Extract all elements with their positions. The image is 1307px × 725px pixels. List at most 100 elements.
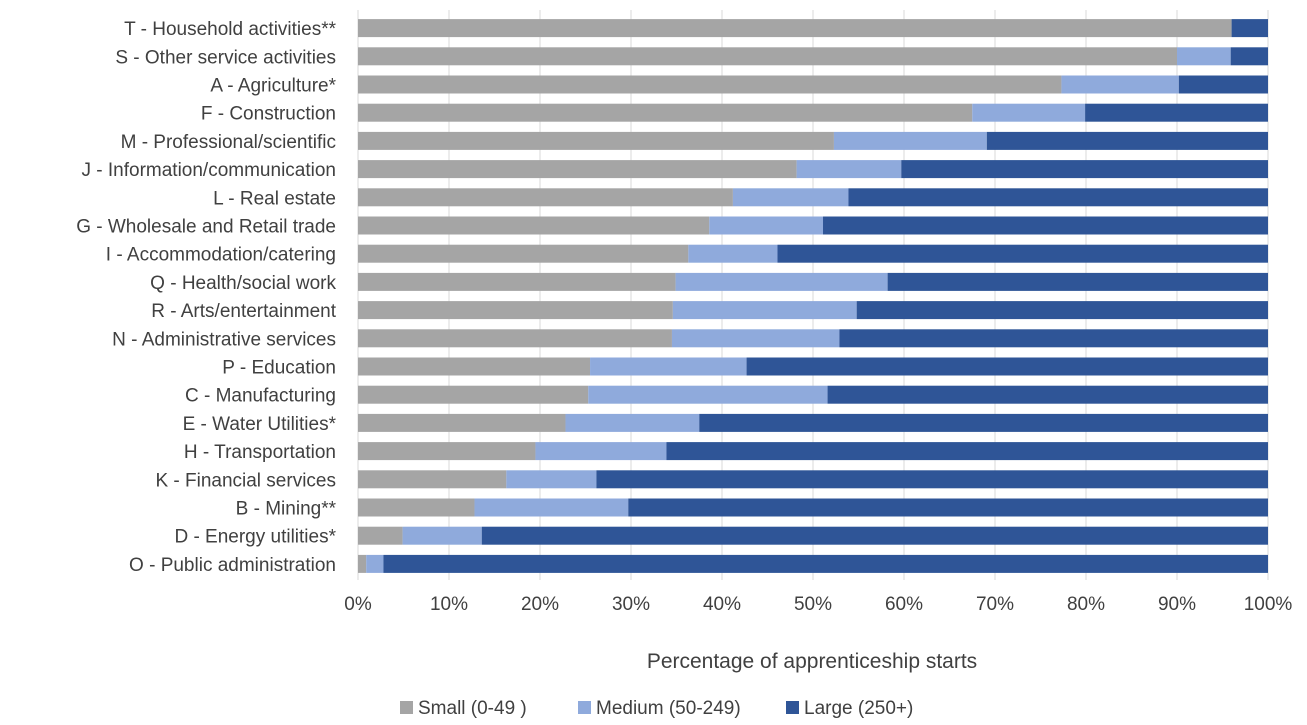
bar-segment-small — [358, 329, 672, 348]
x-tick-label: 60% — [885, 594, 923, 615]
bar-segment-small — [358, 413, 566, 432]
legend-label: Small (0-49 ) — [418, 698, 527, 719]
x-tick-label: 90% — [1158, 594, 1196, 615]
category-label: D - Energy utilities* — [174, 527, 336, 548]
bar-segment-medium — [590, 357, 747, 376]
x-tick-label: 50% — [794, 594, 832, 615]
category-label: J - Information/communication — [82, 160, 337, 181]
legend-label: Large (250+) — [804, 698, 913, 719]
category-label: C - Manufacturing — [185, 386, 336, 407]
bar-segment-medium — [1177, 47, 1231, 66]
bar-segment-large — [856, 301, 1268, 320]
category-label: A - Agriculture* — [210, 76, 336, 97]
bar-segment-medium — [796, 160, 902, 179]
x-tick-label: 80% — [1067, 594, 1105, 615]
bar-segment-medium — [671, 329, 840, 348]
bar-segment-small — [358, 385, 589, 404]
bar-segment-small — [358, 75, 1062, 94]
bar-segment-large — [827, 385, 1268, 404]
bar-segment-medium — [402, 526, 482, 545]
bar-segment-medium — [709, 216, 824, 235]
bar-segment-large — [1230, 47, 1268, 66]
bar-segment-small — [358, 131, 834, 150]
bar-segment-medium — [732, 188, 849, 207]
bar-segment-medium — [506, 470, 597, 489]
bar-segment-large — [699, 413, 1268, 432]
legend-label: Medium (50-249) — [596, 698, 741, 719]
bar-segment-large — [383, 554, 1269, 573]
bar-segment-small — [358, 47, 1177, 66]
bar-segment-small — [358, 160, 797, 179]
bar-segment-small — [358, 470, 507, 489]
bar-segment-small — [358, 244, 689, 263]
bar-segment-large — [839, 329, 1268, 348]
x-tick-label: 100% — [1244, 594, 1293, 615]
bar-segment-medium — [1061, 75, 1179, 94]
bar-segment-large — [481, 526, 1268, 545]
bar-segment-medium — [474, 498, 629, 517]
category-label: B - Mining** — [236, 499, 337, 520]
category-label: I - Accommodation/catering — [106, 245, 336, 266]
bar-segment-small — [358, 103, 973, 122]
bar-segment-large — [746, 357, 1268, 376]
bar-segment-small — [358, 188, 733, 207]
bar-segment-large — [823, 216, 1268, 235]
bar-segment-medium — [833, 131, 987, 150]
legend-swatch — [786, 701, 799, 714]
bar-segment-large — [1231, 19, 1268, 38]
bar-segment-medium — [972, 103, 1086, 122]
bar-segment-medium — [688, 244, 778, 263]
category-label: F - Construction — [201, 104, 336, 125]
bar-segment-large — [887, 272, 1268, 291]
bar-segment-small — [358, 498, 475, 517]
bar-segment-small — [358, 272, 676, 291]
category-label: L - Real estate — [213, 188, 336, 209]
bar-segment-medium — [535, 442, 667, 461]
x-tick-label: 20% — [521, 594, 559, 615]
category-label: E - Water Utilities* — [183, 414, 337, 435]
bar-segment-small — [358, 357, 591, 376]
category-label: M - Professional/scientific — [121, 132, 336, 153]
bar-segment-small — [358, 442, 536, 461]
category-label: K - Financial services — [155, 470, 336, 491]
category-label: S - Other service activities — [115, 47, 336, 68]
legend-swatch — [578, 701, 591, 714]
x-tick-labels: 0% 10% 20% 30% 40% 50% 60% 70% 80% 90% 100% — [344, 594, 1292, 615]
bars — [358, 19, 1269, 573]
bar-segment-medium — [565, 413, 700, 432]
legend: Small (0-49 ) Medium (50-249) Large (250+) — [400, 698, 913, 719]
category-label: H - Transportation — [184, 442, 336, 463]
category-label: P - Education — [222, 358, 336, 379]
bar-segment-small — [358, 301, 673, 320]
bar-segment-large — [777, 244, 1268, 263]
bar-segment-small — [358, 526, 403, 545]
category-label: N - Administrative services — [112, 329, 336, 350]
bar-segment-medium — [672, 301, 857, 320]
bar-segment-large — [1085, 103, 1268, 122]
bar-segment-small — [358, 554, 367, 573]
category-label: O - Public administration — [129, 555, 336, 576]
bar-segment-small — [358, 19, 1232, 38]
x-tick-label: 10% — [430, 594, 468, 615]
x-tick-label: 40% — [703, 594, 741, 615]
bar-segment-large — [628, 498, 1268, 517]
x-axis-title: Percentage of apprenticeship starts — [647, 650, 977, 673]
category-labels: T - Household activities** S - Other serv… — [76, 19, 337, 576]
bar-segment-large — [666, 442, 1268, 461]
bar-segment-large — [1178, 75, 1268, 94]
category-label: R - Arts/entertainment — [151, 301, 337, 322]
x-tick-label: 30% — [612, 594, 650, 615]
category-label: G - Wholesale and Retail trade — [76, 217, 336, 238]
bar-segment-large — [986, 131, 1268, 150]
bar-segment-large — [901, 160, 1268, 179]
gridlines — [357, 10, 1269, 580]
bar-segment-large — [848, 188, 1268, 207]
bar-segment-medium — [588, 385, 828, 404]
x-tick-label: 70% — [976, 594, 1014, 615]
bar-segment-medium — [675, 272, 888, 291]
x-tick-label: 0% — [344, 594, 372, 615]
category-label: Q - Health/social work — [150, 273, 336, 294]
bar-segment-medium — [366, 554, 384, 573]
